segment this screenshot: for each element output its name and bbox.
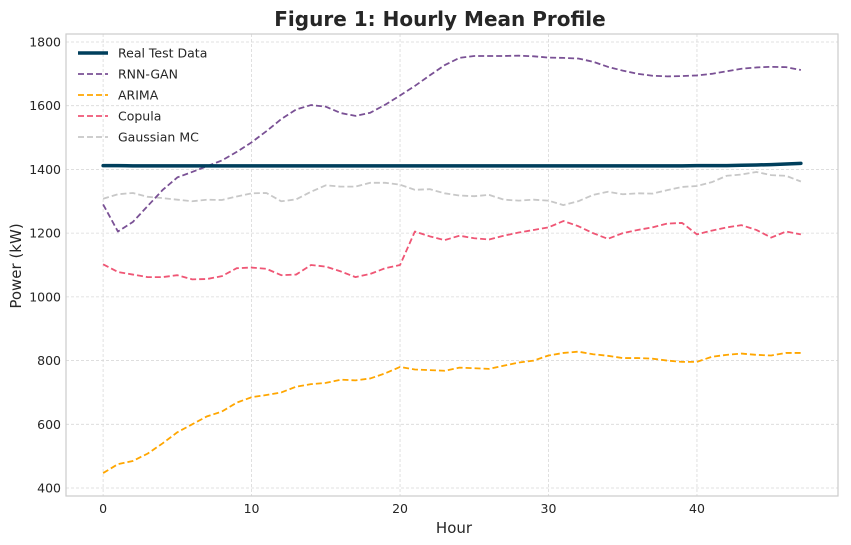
series-layer	[101, 54, 803, 474]
y-tick-label: 1400	[29, 162, 61, 177]
y-tick-label: 1000	[29, 289, 61, 304]
legend-label: Real Test Data	[118, 46, 207, 61]
y-tick-label: 800	[37, 353, 61, 368]
chart-title: Figure 1: Hourly Mean Profile	[274, 7, 605, 31]
x-tick-label: 40	[689, 501, 705, 516]
legend-label: ARIMA	[118, 88, 159, 103]
y-axis-label: Power (kW)	[7, 223, 25, 308]
legend-label: Copula	[118, 109, 161, 124]
x-axis-label: Hour	[436, 519, 473, 537]
y-tick-label: 600	[37, 417, 61, 432]
series-line-real-test-data	[101, 161, 803, 168]
y-tick-label: 400	[37, 481, 61, 496]
plot-frame	[65, 33, 839, 497]
y-tick-label: 1800	[29, 34, 61, 49]
series-line-gaussian-mc	[102, 171, 802, 207]
legend: Real Test Data RNN-GAN ARIMA Copula Gaussian…	[78, 46, 207, 145]
x-tick-label: 0	[99, 501, 107, 516]
y-tick-label: 1200	[29, 226, 61, 241]
x-tick-label: 30	[541, 501, 557, 516]
grid	[66, 34, 838, 496]
y-tick-label: 1600	[29, 98, 61, 113]
plot-background	[66, 34, 838, 496]
legend-label: RNN-GAN	[118, 67, 178, 82]
legend-label: Gaussian MC	[118, 130, 199, 145]
x-tick-label: 10	[244, 501, 260, 516]
series-line-rnn-gan	[102, 54, 802, 233]
series-line-arima	[102, 350, 801, 474]
tick-labels: 0 10 20 30 40 400 600 800 1000 1200 1400 1600 1800	[29, 34, 705, 516]
x-tick-label: 20	[392, 501, 408, 516]
series-line-copula	[102, 220, 802, 281]
